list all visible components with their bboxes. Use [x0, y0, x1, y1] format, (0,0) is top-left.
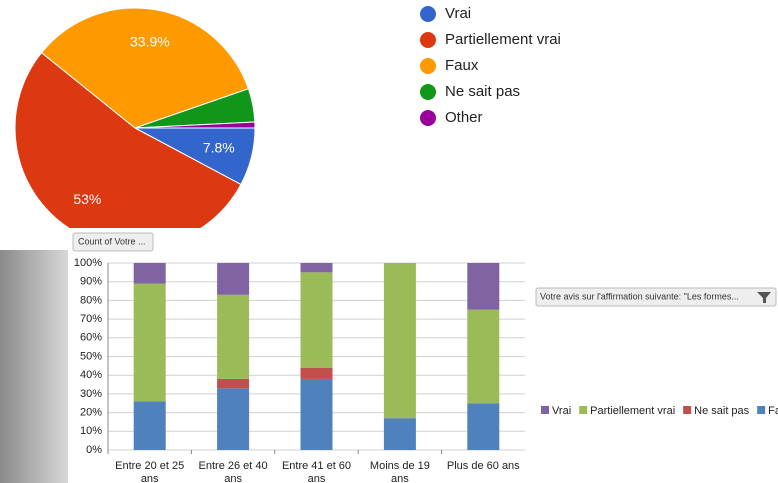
legend-label: Ne sait pas: [445, 83, 520, 100]
bar-segment: [133, 401, 166, 450]
legend-swatch: [757, 406, 766, 414]
x-tick-label: Entre 20 et 25 ans: [115, 460, 185, 483]
legend-label: Faux: [445, 57, 479, 74]
y-tick-label: 50%: [80, 350, 102, 362]
pie-slice: [14, 51, 242, 228]
legend-swatch: [420, 58, 436, 74]
legend-label: Vrai: [552, 405, 571, 417]
bar-segment: [217, 263, 250, 295]
y-tick-label: 0%: [86, 444, 102, 456]
pie-slice: [40, 7, 250, 129]
x-tick-label: Entre 41 et 60 ans: [281, 460, 352, 483]
bar-segment: [467, 263, 500, 310]
bar-segment: [217, 294, 250, 379]
field-button[interactable]: [535, 287, 777, 307]
legend-label: Other: [445, 109, 483, 126]
bar-segment: [133, 283, 166, 402]
y-tick-label: 10%: [80, 425, 102, 437]
bar-segment: [383, 263, 416, 419]
slice-label: 7.8%: [203, 140, 235, 156]
bar-segment: [217, 378, 250, 389]
filter-icon: [757, 292, 771, 303]
y-tick-label: 40%: [80, 369, 102, 381]
field-button-label: Votre avis sur l'affirmation suivante: "…: [540, 291, 739, 301]
bar-segment: [300, 367, 333, 379]
bar-segment: [300, 272, 333, 368]
pie-slice: [134, 121, 256, 129]
y-tick-label: 100%: [74, 257, 102, 269]
bar-segment: [467, 309, 500, 404]
y-tick-label: 80%: [80, 294, 102, 306]
legend-label: Partiellement vrai: [590, 405, 675, 417]
x-tick-label: Entre 26 et 40 ans: [198, 460, 268, 483]
field-button-label: Count of Votre ...: [78, 236, 146, 246]
pie-chart: 7.8% 53% 33.9%: [14, 7, 256, 228]
legend-swatch: [541, 406, 549, 414]
bar-segment: [300, 263, 333, 273]
legend-label: Faux: [768, 405, 778, 417]
side-panel: [0, 250, 68, 483]
bar-segment: [300, 378, 333, 450]
bar-segment: [133, 263, 166, 284]
x-tick-label: Plus de 60 ans: [446, 460, 520, 472]
slice-label: 53%: [73, 191, 101, 207]
y-tick-label: 20%: [80, 407, 102, 419]
legend-swatch: [579, 406, 588, 414]
legend-swatch: [420, 32, 436, 48]
legend-swatch: [683, 406, 692, 414]
bar-chart: 0% 10% 20% 30% 40% 50% 60% 70% 80% 90% 100% Vrai Par…: [74, 257, 778, 456]
x-tick-label: Moins de 19 ans: [369, 460, 430, 483]
y-tick-label: 90%: [80, 276, 102, 288]
legend-label: Partiellement vrai: [445, 31, 561, 48]
bar-segment: [217, 388, 250, 450]
bar-segment: [467, 403, 500, 450]
legend-swatch: [420, 110, 436, 126]
y-tick-label: 60%: [80, 332, 102, 344]
bar-segment: [383, 418, 416, 450]
slice-label: 33.9%: [130, 34, 170, 50]
y-tick-label: 70%: [80, 313, 102, 325]
field-button[interactable]: [72, 232, 154, 252]
legend-label: Ne sait pas: [694, 405, 750, 417]
legend-label: Vrai: [445, 5, 471, 22]
y-tick-label: 30%: [80, 388, 102, 400]
legend-swatch: [420, 84, 436, 100]
legend-swatch: [420, 6, 436, 22]
